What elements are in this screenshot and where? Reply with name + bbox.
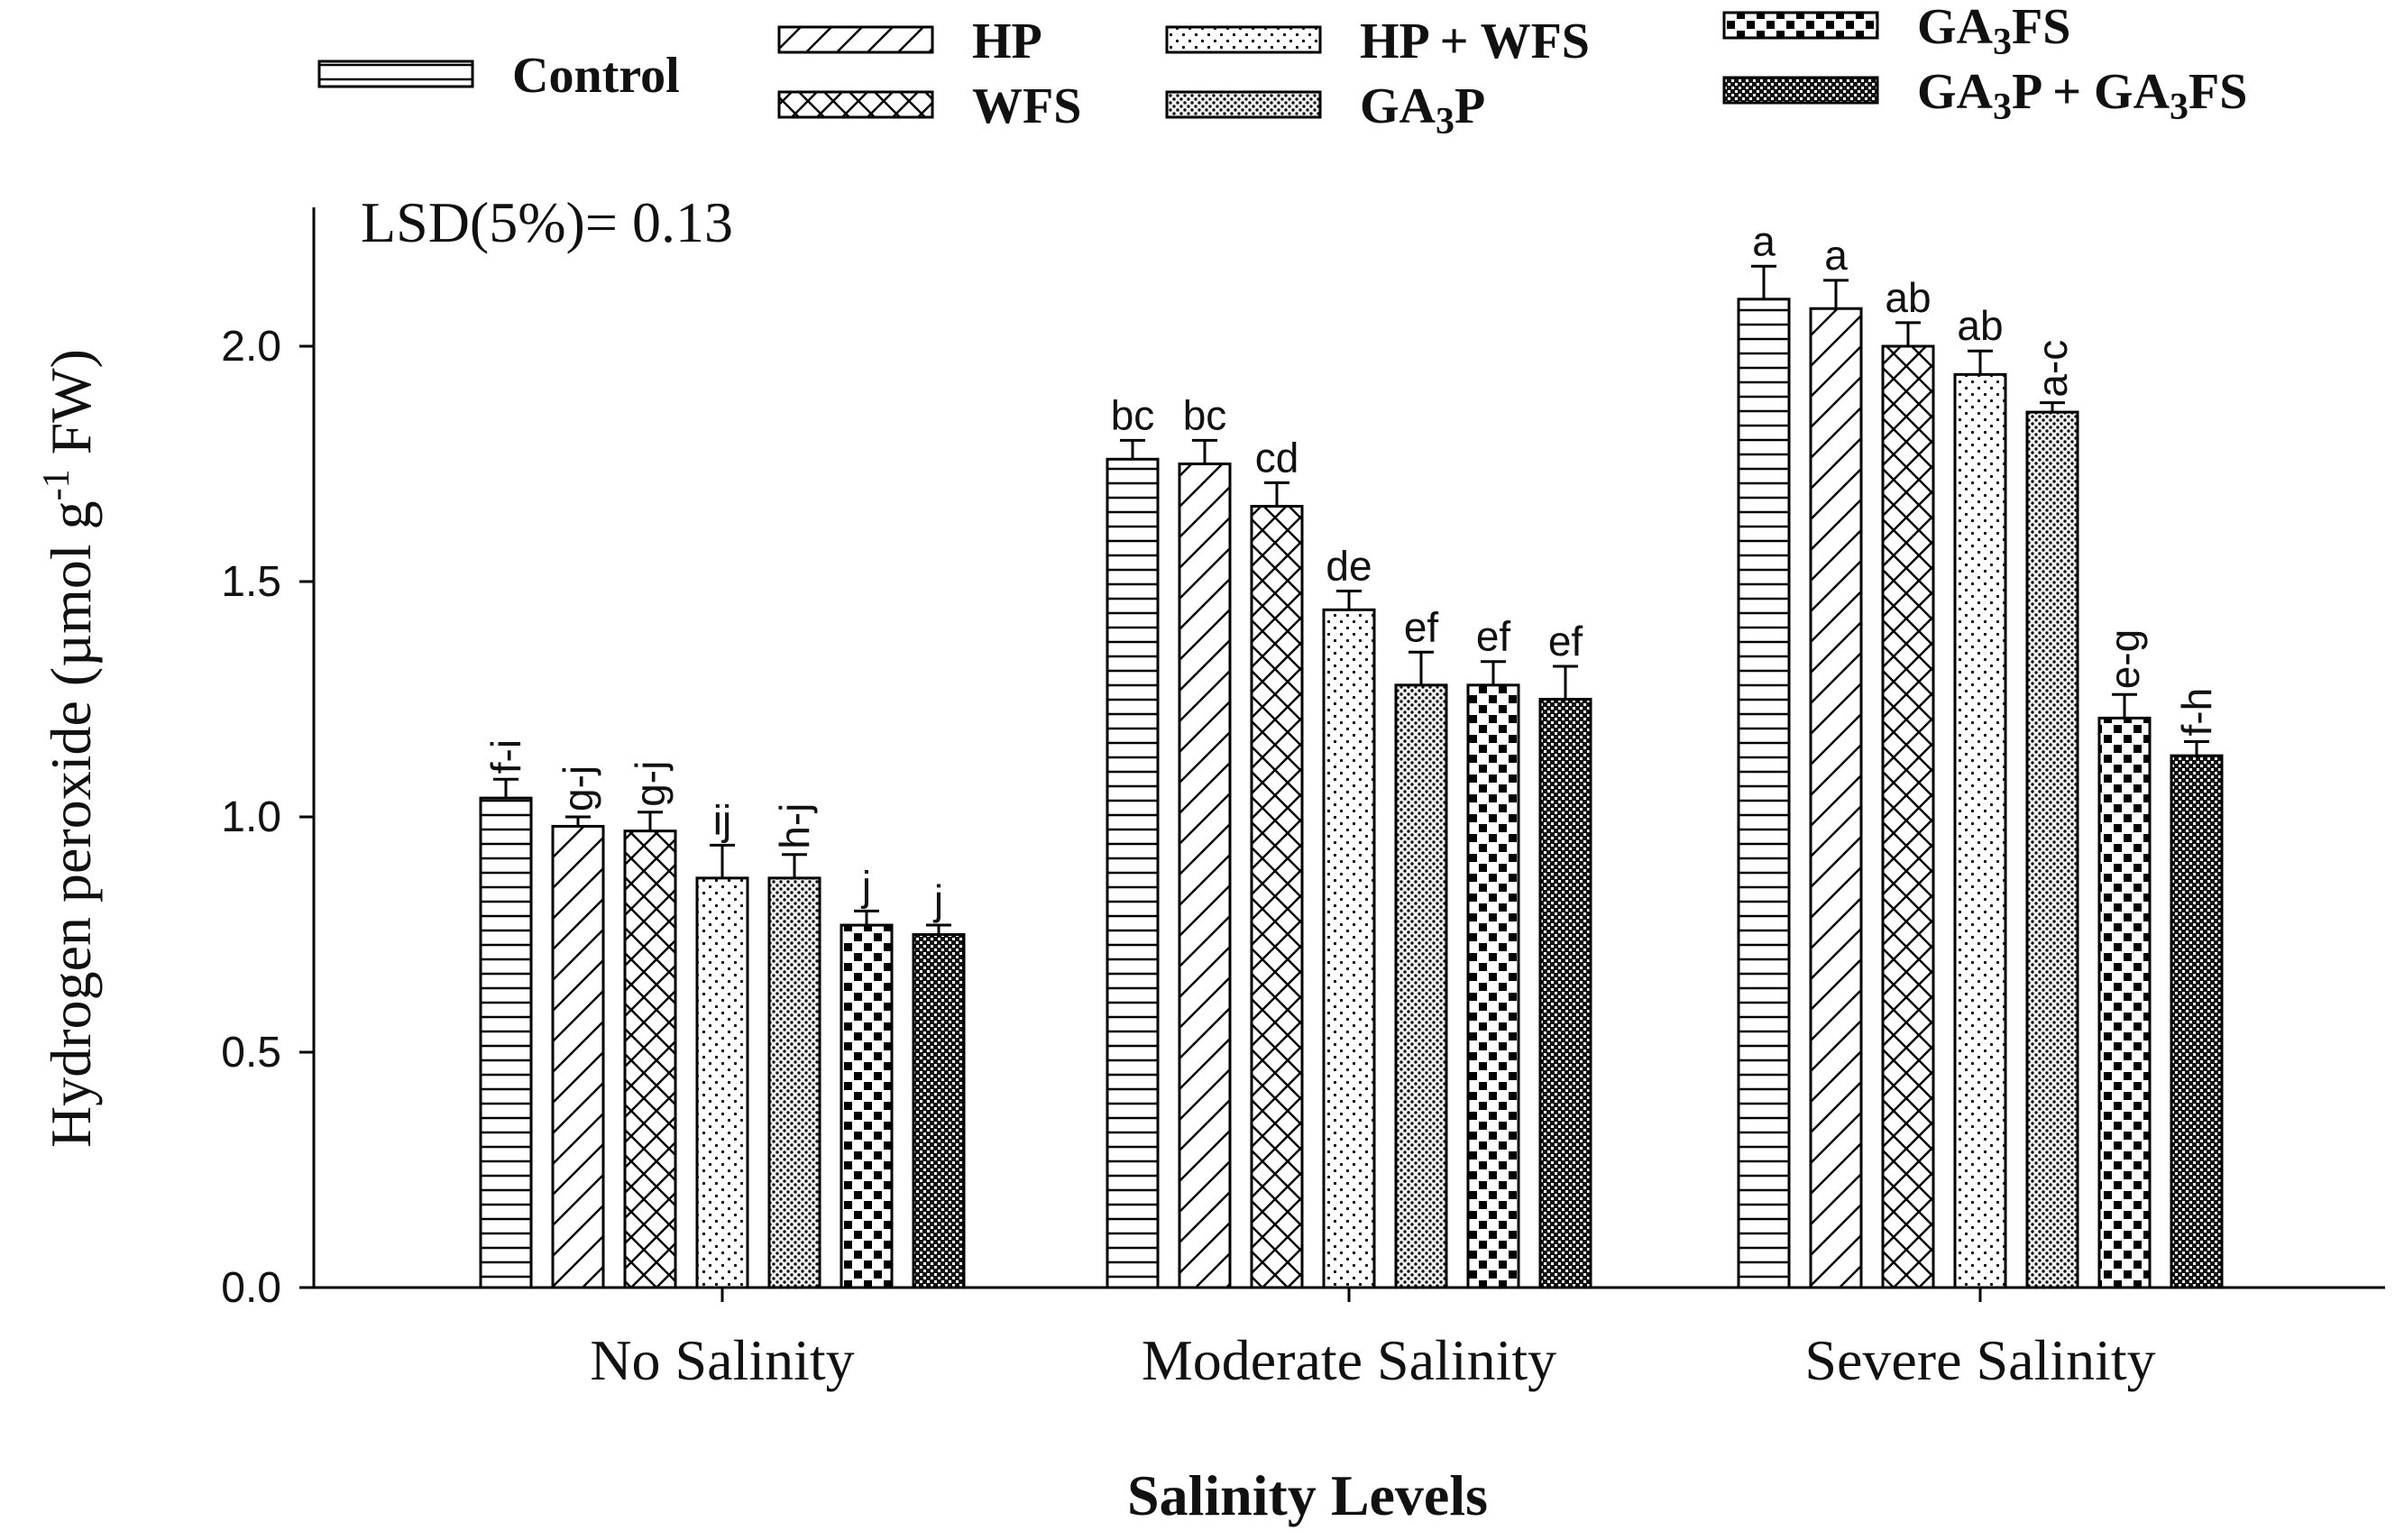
bar bbox=[1809, 307, 1863, 1289]
y-tick-label: 0.5 bbox=[221, 1029, 281, 1077]
category-label: Severe Salinity bbox=[1804, 1328, 2155, 1392]
significance-letter: ef bbox=[1404, 603, 1439, 650]
y-axis-title: Hydrogen peroxide (µmol g-1 FW) bbox=[36, 349, 103, 1148]
significance-letter: f-h bbox=[2173, 688, 2220, 737]
significance-letter: ef bbox=[1476, 613, 1511, 660]
significance-letter: g-j bbox=[555, 765, 601, 811]
legend-swatch bbox=[317, 60, 474, 88]
legend-swatch bbox=[1165, 25, 1322, 54]
legend-label: GA3P bbox=[1360, 78, 1485, 142]
legend-swatch bbox=[1722, 76, 1879, 105]
significance-letter: j bbox=[860, 862, 871, 909]
legend-item: GA3FS bbox=[1722, 0, 2070, 63]
y-axis-label-superscript: -1 bbox=[36, 469, 78, 500]
legend-swatch bbox=[1165, 90, 1322, 119]
bar bbox=[623, 830, 677, 1289]
y-axis-label-tail: FW) bbox=[39, 349, 103, 469]
legend-swatch bbox=[777, 25, 934, 54]
bar bbox=[767, 876, 821, 1289]
legend-label-part: 3 bbox=[1993, 87, 2012, 128]
legend-label: HP + WFS bbox=[1360, 14, 1590, 69]
bar bbox=[1881, 344, 1935, 1289]
y-tick-label: 1.5 bbox=[221, 558, 281, 606]
y-tick-label: 1.0 bbox=[221, 793, 281, 841]
legend-label-part: GA bbox=[1917, 64, 1994, 120]
significance-letter: bc bbox=[1111, 391, 1155, 438]
legend-label-part: 3 bbox=[2170, 87, 2189, 128]
legend-label-part: GA bbox=[1917, 0, 1994, 55]
legend-item: HP + WFS bbox=[1165, 14, 1590, 69]
legend-item: GA3P bbox=[1165, 78, 1485, 142]
legend-label: HP bbox=[972, 14, 1042, 69]
significance-letter: a bbox=[1824, 232, 1848, 279]
y-tick-label: 0.0 bbox=[221, 1264, 281, 1312]
y-axis-label-main: Hydrogen peroxide (µmol g bbox=[39, 500, 103, 1148]
significance-letter: a-c bbox=[2029, 340, 2076, 398]
category-label: Moderate Salinity bbox=[1142, 1328, 1556, 1392]
legend-item: WFS bbox=[777, 78, 1081, 134]
legend-label-part: FS bbox=[2012, 0, 2070, 55]
bar bbox=[1178, 463, 1232, 1289]
bar bbox=[2170, 754, 2224, 1289]
legend-label: GA3P + GA3FS bbox=[1917, 64, 2247, 128]
lsd-annotation: LSD(5%)= 0.13 bbox=[361, 190, 733, 254]
legend-label-part: P + GA bbox=[2012, 64, 2170, 120]
significance-letter: ef bbox=[1548, 618, 1583, 665]
legend-item: HP bbox=[777, 14, 1042, 69]
legend-label-part: GA bbox=[1360, 78, 1436, 134]
bar bbox=[1394, 683, 1448, 1289]
legend-label-part: 3 bbox=[1436, 101, 1454, 142]
y-axis-label: Hydrogen peroxide (µmol g-1 FW) bbox=[36, 349, 103, 1148]
bar bbox=[1322, 608, 1376, 1289]
significance-letter: j bbox=[932, 876, 943, 923]
legend-label: GA3FS bbox=[1917, 0, 2070, 63]
significance-letter: g-j bbox=[627, 761, 674, 807]
bar bbox=[1250, 504, 1304, 1289]
legend-label: WFS bbox=[972, 78, 1081, 134]
bar bbox=[2097, 716, 2152, 1289]
bar bbox=[695, 876, 749, 1289]
bar bbox=[479, 796, 533, 1289]
legend-swatch bbox=[777, 90, 934, 119]
significance-letter: h-j bbox=[771, 803, 818, 849]
y-tick-label: 2.0 bbox=[221, 323, 281, 371]
legend-label-part: FS bbox=[2189, 64, 2247, 120]
bar bbox=[551, 824, 605, 1289]
significance-letter: cd bbox=[1255, 434, 1299, 481]
bar bbox=[1538, 698, 1592, 1289]
bar bbox=[2025, 410, 2079, 1289]
legend-item: GA3P + GA3FS bbox=[1722, 64, 2247, 128]
significance-letter: f-i bbox=[482, 739, 529, 774]
significance-letter: ab bbox=[1885, 274, 1931, 321]
legend-label: Control bbox=[512, 48, 680, 104]
legend-swatch bbox=[1722, 11, 1879, 40]
significance-letter: de bbox=[1326, 542, 1372, 589]
significance-letter: ij bbox=[713, 796, 731, 843]
significance-letter: ab bbox=[1957, 302, 2003, 349]
significance-letter: bc bbox=[1183, 391, 1227, 438]
legend-item: Control bbox=[317, 48, 680, 104]
x-axis-label: Salinity Levels bbox=[1127, 1463, 1488, 1527]
legend-label-part: P bbox=[1454, 78, 1485, 134]
bar bbox=[912, 933, 966, 1289]
bar bbox=[840, 923, 894, 1289]
x-axis: No Salinity Moderate Salinity Severe Salin… bbox=[314, 1286, 2385, 1392]
bar bbox=[1466, 683, 1520, 1289]
category-label: No Salinity bbox=[590, 1328, 854, 1392]
bar bbox=[1737, 298, 1791, 1289]
y-axis: 0.0 0.5 1.0 1.5 2.0 bbox=[221, 207, 316, 1312]
significance-letter: a bbox=[1752, 217, 1776, 264]
significance-letter: e-g bbox=[2101, 629, 2148, 689]
bar bbox=[1953, 372, 2007, 1289]
legend-label-part: 3 bbox=[1993, 22, 2012, 63]
bar bbox=[1106, 457, 1160, 1289]
